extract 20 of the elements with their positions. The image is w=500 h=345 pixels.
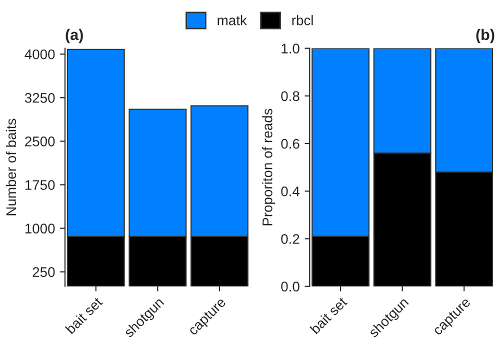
- y-tick-label: 0.0: [281, 282, 300, 292]
- y-axis-title: Number of baits: [6, 118, 16, 216]
- y-tick-label: 250: [32, 267, 55, 278]
- x-tick-label: bait set: [64, 296, 104, 334]
- legend-label: rbcl: [292, 15, 313, 26]
- chart-title: (b): [476, 28, 494, 44]
- y-tick-label: 3250: [24, 92, 55, 103]
- y-tick-label: 0.4: [281, 186, 300, 196]
- y-tick-label: 0.8: [281, 91, 300, 102]
- y-tick-label: 4000: [24, 49, 55, 60]
- y-tick-label: 0.6: [281, 138, 300, 149]
- y-tick-label: 1000: [25, 224, 55, 234]
- y-tick-label: 2500: [25, 136, 55, 146]
- y-axis-title: Proporiton of reads: [262, 108, 276, 226]
- x-tick-label: bait set: [310, 296, 348, 334]
- chart-title: (a): [66, 28, 83, 44]
- y-tick-label: 0.2: [281, 234, 300, 244]
- y-tick-label: 1750: [25, 180, 55, 190]
- legend-label: matk: [218, 15, 247, 26]
- y-tick-label: 1.0: [282, 44, 300, 54]
